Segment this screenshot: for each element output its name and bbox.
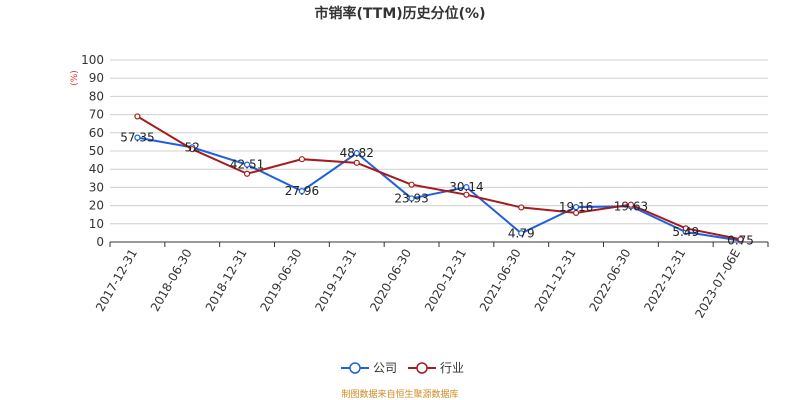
x-tick-label: 2021-12-31: [532, 247, 579, 314]
data-point-0[interactable]: [408, 195, 415, 202]
x-tick-label: 2018-12-31: [203, 246, 250, 313]
data-label: 48.82: [340, 146, 374, 160]
series-layer: [134, 113, 744, 244]
data-point-0[interactable]: [298, 188, 306, 195]
y-tick-label: 10: [89, 217, 104, 231]
x-tick-label: 2018-06-30: [148, 247, 195, 314]
data-point-1[interactable]: [298, 156, 306, 163]
data-point-0[interactable]: [134, 134, 141, 141]
y-tick-label: 0: [96, 235, 104, 249]
y-axis-ticks: 0 10 20 30 40 50 60 70 80 90 100: [81, 53, 104, 249]
data-point-0[interactable]: [572, 204, 580, 211]
legend-label: 公司: [373, 361, 397, 375]
data-label: 23.93: [394, 191, 428, 205]
data-point-1[interactable]: [572, 209, 580, 216]
series-line-0: [137, 136, 741, 242]
legend-label: 行业: [440, 361, 464, 375]
data-point-1[interactable]: [463, 191, 470, 198]
y-tick-label: 80: [89, 89, 104, 103]
data-label: 57.35: [120, 131, 154, 145]
y-tick-label: 60: [89, 126, 104, 140]
data-label: 0.75: [727, 234, 754, 248]
data-point-1[interactable]: [353, 159, 360, 166]
source-note: 制图数据来自恒生聚源数据库: [341, 388, 458, 400]
x-tick-label: 2019-06-30: [258, 247, 305, 314]
data-labels: 57.35 52 42.51 27.96 48.82 23.93 30.14 4.79 19.1…: [120, 131, 754, 248]
data-label: 19.63: [614, 199, 648, 213]
x-tick-label: 2019-12-31: [312, 247, 359, 314]
series-line-1: [136, 115, 741, 241]
x-tick-label: 2020-06-30: [367, 247, 414, 314]
x-axis: 2017-12-31 2018-06-30 2018-12-31 2019-06-30…: [93, 241, 769, 321]
data-label: 5.49: [672, 225, 699, 239]
data-point-1[interactable]: [682, 225, 689, 232]
data-label: 42.51: [230, 158, 264, 172]
y-tick-label: 40: [89, 162, 104, 176]
legend-item-1[interactable]: 行业: [408, 361, 464, 375]
x-tick-label: 2023-07-06E: [692, 247, 743, 321]
legend-swatch-marker: [416, 362, 428, 374]
chart-title: 市销率(TTM)历史分位(%): [315, 5, 486, 22]
data-label: 4.79: [508, 226, 535, 240]
data-label: 52: [185, 140, 200, 154]
data-point-1[interactable]: [243, 170, 251, 177]
data-label: 27.96: [285, 184, 319, 198]
gridlines: [110, 59, 768, 243]
y-tick-label: 50: [89, 144, 104, 158]
legend-item-0[interactable]: 公司: [341, 361, 397, 375]
data-point-1[interactable]: [627, 201, 635, 208]
x-tick-label: 2017-12-31: [93, 247, 140, 314]
y-tick-label: 90: [89, 71, 104, 85]
y-tick-label: 30: [89, 180, 104, 194]
legend-swatch-marker: [349, 362, 361, 374]
data-label: 19.16: [559, 200, 593, 214]
x-tick-label: 2022-06-30: [587, 247, 634, 314]
data-point-1[interactable]: [134, 113, 141, 120]
y-tick-label: 70: [89, 108, 104, 122]
data-label: 30.14: [449, 180, 483, 194]
data-point-1[interactable]: [518, 204, 525, 211]
x-tick-label: 2020-12-31: [422, 246, 469, 313]
data-point-0[interactable]: [518, 230, 525, 237]
data-point-0[interactable]: [463, 184, 470, 191]
y-tick-label: 20: [89, 199, 104, 213]
data-point-0[interactable]: [353, 150, 360, 157]
legend[interactable]: 公司 行业: [341, 361, 464, 375]
y-tick-label: 100: [81, 53, 104, 67]
data-point-1[interactable]: [189, 146, 196, 153]
x-tick-label: 2021-06-30: [477, 247, 524, 314]
y-axis-unit: (%): [70, 70, 80, 86]
data-point-1[interactable]: [737, 236, 744, 243]
x-tick-label: 2022-12-31: [641, 247, 688, 314]
data-point-1[interactable]: [408, 181, 415, 188]
data-point-0[interactable]: [243, 161, 251, 168]
